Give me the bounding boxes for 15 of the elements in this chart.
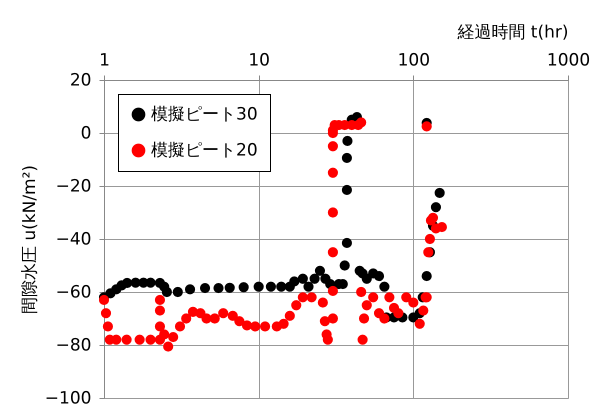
y-tick-label: 20 bbox=[70, 70, 92, 90]
y-tick-label: −100 bbox=[44, 388, 92, 407]
legend-label: 模擬ピート20 bbox=[151, 140, 258, 160]
y-axis-title: 間隙水圧 u(kN/m²) bbox=[20, 164, 40, 314]
y-tick-label: −80 bbox=[56, 336, 92, 356]
x-tick-label: 1 bbox=[99, 50, 110, 70]
y-tick-label: −60 bbox=[56, 282, 92, 302]
y-tick-label: −20 bbox=[56, 176, 92, 196]
legend-label: 模擬ピート30 bbox=[151, 104, 258, 124]
x-tick-label: 1000 bbox=[546, 50, 590, 70]
x-axis-title: 経過時間 t(hr) bbox=[456, 22, 568, 42]
y-tick-label: 0 bbox=[80, 124, 92, 144]
x-tick-label: 100 bbox=[398, 50, 430, 70]
x-tick-label: 10 bbox=[248, 50, 270, 70]
y-tick-label: −40 bbox=[56, 230, 92, 250]
